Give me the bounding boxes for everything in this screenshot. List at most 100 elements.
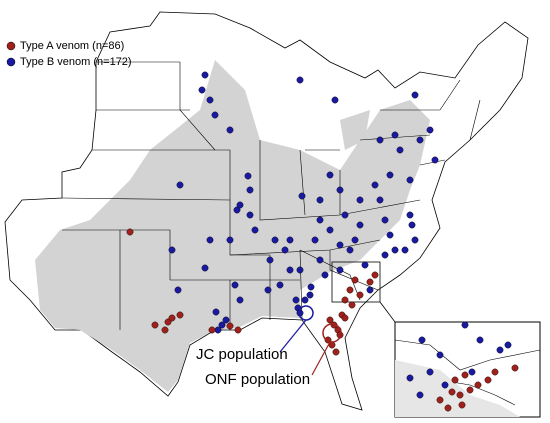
legend-swatch [6, 57, 16, 67]
inset-marker [331, 261, 381, 303]
specimen-dot [416, 136, 424, 144]
onf-pointer [311, 341, 331, 376]
specimen-dot [307, 283, 315, 291]
specimen-dot [211, 111, 219, 119]
specimen-dot [406, 176, 414, 184]
specimen-dot [206, 236, 214, 244]
specimen-dot [381, 251, 389, 259]
specimen-dot [201, 264, 209, 272]
specimen-dot [391, 131, 399, 139]
specimen-dot [264, 286, 272, 294]
specimen-dot [176, 181, 184, 189]
specimen-dot [292, 296, 300, 304]
specimen-dot [236, 296, 244, 304]
specimen-dot [381, 216, 389, 224]
specimen-dot [431, 156, 439, 164]
legend-label: Type B venom (n=172) [20, 56, 132, 68]
specimen-dot [332, 348, 340, 356]
specimen-dot [356, 196, 364, 204]
specimen-dot [411, 91, 419, 99]
specimen-dot [316, 196, 324, 204]
specimen-dot [214, 326, 222, 334]
specimen-dot [286, 266, 294, 274]
specimen-dot [218, 321, 226, 329]
specimen-dot [151, 321, 159, 329]
specimen-dot [298, 192, 306, 200]
specimen-dot [306, 291, 314, 299]
specimen-dot [174, 286, 182, 294]
specimen-dot [336, 241, 344, 249]
species-range [35, 60, 430, 392]
specimen-dot [408, 221, 416, 229]
specimen-dot [491, 368, 499, 376]
specimen-dot [233, 206, 241, 214]
specimen-dot [351, 236, 359, 244]
specimen-dot [231, 281, 239, 289]
specimen-dot [246, 211, 254, 219]
specimen-dot [296, 76, 304, 84]
legend-label: Type A venom (n=86) [20, 40, 124, 52]
specimen-dot [326, 171, 334, 179]
specimen-dot [168, 314, 176, 322]
specimen-dot [316, 256, 324, 264]
specimen-dot [418, 336, 426, 344]
specimen-dot [246, 186, 254, 194]
specimen-dot [476, 336, 484, 344]
specimen-dot [236, 201, 244, 209]
specimen-dot [458, 401, 466, 409]
specimen-dot [356, 221, 364, 229]
specimen-dot [391, 246, 399, 254]
specimen-dot [366, 278, 374, 286]
specimen-dot [366, 286, 374, 294]
specimen-dot [161, 326, 169, 334]
specimen-dot [251, 226, 259, 234]
specimen-dot [212, 308, 220, 316]
specimen-dot [448, 388, 456, 396]
onf-marker [322, 323, 342, 343]
specimen-dot [176, 311, 184, 319]
specimen-dot [444, 404, 452, 412]
specimen-dot [466, 386, 474, 394]
specimen-dot [411, 236, 419, 244]
specimen-dot [321, 271, 329, 279]
specimen-dot [348, 301, 356, 309]
specimen-dot [126, 228, 134, 236]
specimen-dot [406, 211, 414, 219]
specimen-dot [244, 172, 252, 180]
specimen-dot [198, 86, 206, 94]
specimen-dot [441, 381, 449, 389]
specimen-dot [416, 391, 424, 399]
specimen-dot [451, 376, 459, 384]
specimen-dot [386, 171, 394, 179]
specimen-dot [371, 271, 379, 279]
specimen-dot [456, 391, 464, 399]
specimen-dot [356, 291, 364, 299]
specimen-dot [484, 376, 492, 384]
specimen-dot [336, 266, 344, 274]
specimen-dot [371, 181, 379, 189]
specimen-dot [311, 236, 319, 244]
specimen-dot [396, 146, 404, 154]
specimen-dot [401, 246, 409, 254]
specimen-dot [206, 96, 214, 104]
specimen-dot [271, 236, 279, 244]
specimen-dot [326, 226, 334, 234]
specimen-dot [266, 256, 274, 264]
specimen-dot [168, 246, 176, 254]
specimen-dot [286, 236, 294, 244]
specimen-dots [126, 71, 519, 412]
specimen-dot [346, 286, 354, 294]
specimen-dot [474, 381, 482, 389]
specimen-dot [234, 326, 242, 334]
specimen-dot [376, 196, 384, 204]
specimen-dot [406, 374, 414, 382]
specimen-dot [201, 71, 209, 79]
specimen-dot [346, 246, 354, 254]
specimen-dot [426, 126, 434, 134]
specimen-dot [341, 314, 349, 322]
specimen-dot [226, 236, 234, 244]
specimen-dot [341, 211, 349, 219]
specimen-dot [496, 346, 504, 354]
jc-label: JC population [196, 346, 288, 363]
